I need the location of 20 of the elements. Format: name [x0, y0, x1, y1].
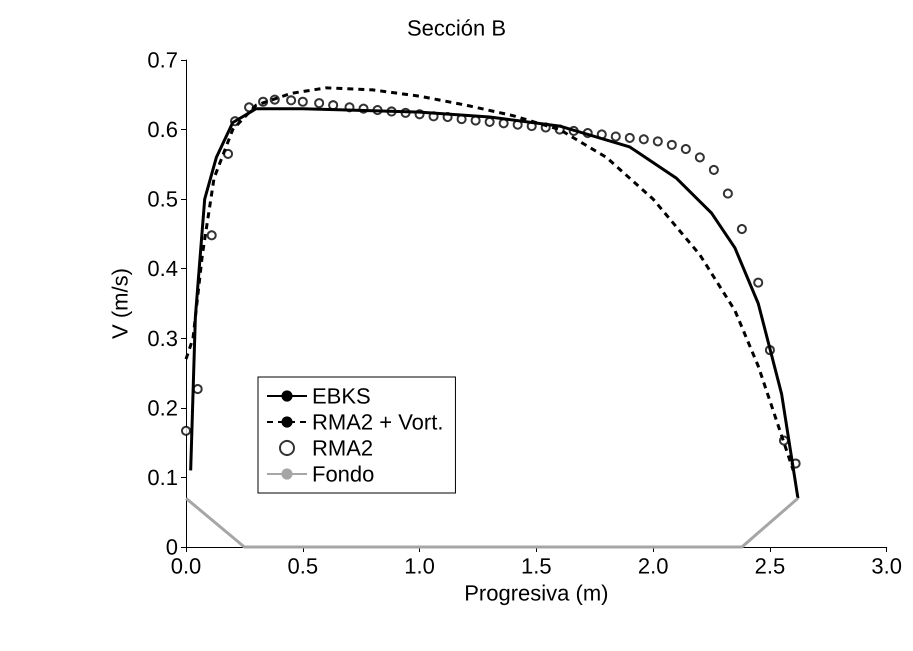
- y-tick-label: 0.3: [147, 326, 178, 351]
- chart-title: Sección B: [406, 16, 506, 40]
- legend-label: RMA2: [312, 436, 374, 460]
- y-tick-label: 0.4: [147, 256, 178, 282]
- legend-label: EBKS: [312, 384, 371, 408]
- x-axis-title: Progresiva (m): [464, 580, 608, 606]
- y-tick-label: 0.5: [147, 186, 178, 212]
- y-tick-label: 0.2: [147, 395, 178, 420]
- x-tick-label: 2.5: [754, 554, 786, 578]
- x-tick-label: 0.5: [287, 554, 318, 578]
- x-tick-label: 1.0: [404, 554, 435, 578]
- x-tick-label: 2.0: [638, 554, 668, 578]
- y-tick-label: 0.7: [147, 48, 178, 72]
- y-tick-label: 0.1: [147, 464, 178, 490]
- y-axis-title: V (m/s): [108, 268, 132, 339]
- y-tick-label: 0.6: [147, 117, 178, 142]
- x-tick-label: 1.5: [521, 554, 552, 578]
- x-tick-label: 3.0: [871, 554, 902, 578]
- legend-label: RMA2 + Vort.: [312, 410, 444, 434]
- legend-label: Fondo: [312, 462, 374, 486]
